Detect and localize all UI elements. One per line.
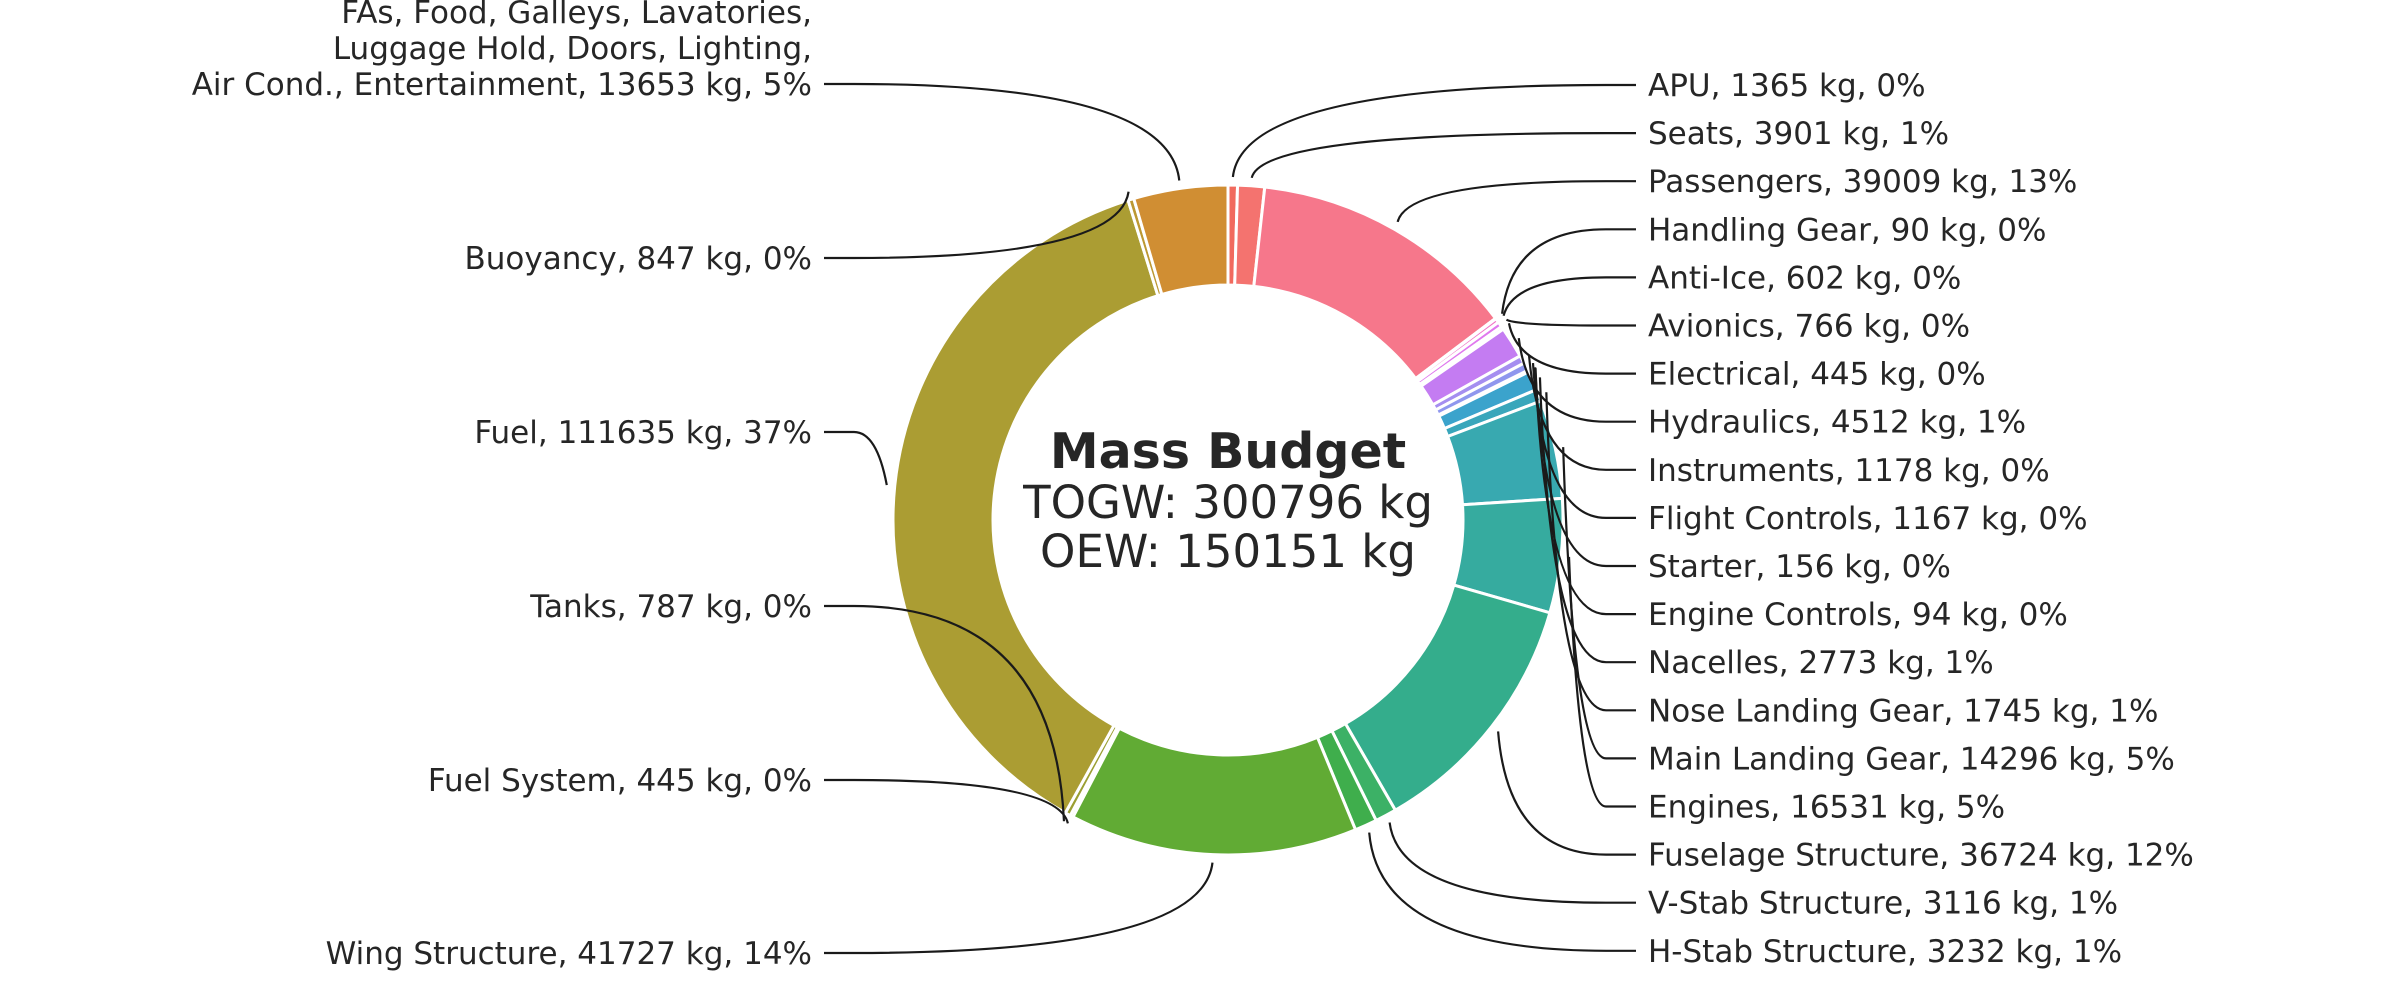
wedge-wing-structure [1070, 726, 1358, 857]
label-handling-gear: Handling Gear, 90 kg, 0% [1648, 212, 2046, 248]
label-line: Luggage Hold, Doors, Lighting, [333, 31, 812, 67]
label-passengers: Passengers, 39009 kg, 13% [1648, 164, 2077, 200]
label-engine-controls: Engine Controls, 94 kg, 0% [1648, 597, 2068, 633]
label-nose-landing-gear: Nose Landing Gear, 1745 kg, 1% [1648, 693, 2158, 729]
label-wing-structure: Wing Structure, 41727 kg, 14% [326, 936, 812, 972]
label-line: Fuselage Structure, 36724 kg, 12% [1648, 838, 2194, 874]
label-v-stab-structure: V-Stab Structure, 3116 kg, 1% [1648, 886, 2118, 922]
label-fuselage-structure: Fuselage Structure, 36724 kg, 12% [1648, 838, 2194, 874]
slice-labels: APU, 1365 kg, 0% Seats, 3901 kg, 1% Passen… [192, 0, 2194, 972]
label-anti-ice: Anti-Ice, 602 kg, 0% [1648, 260, 1961, 296]
leader-engines [1567, 556, 1636, 808]
donut-wedges [891, 183, 1565, 857]
label-line: Engine Controls, 94 kg, 0% [1648, 597, 2068, 633]
leader-instruments [1527, 355, 1636, 471]
leader-apu [1231, 83, 1636, 178]
label-apu: APU, 1365 kg, 0% [1648, 68, 1926, 104]
label-line: Seats, 3901 kg, 1% [1648, 116, 1949, 152]
togw-text: TOGW: 300796 kg [1022, 476, 1433, 529]
label-line: Nose Landing Gear, 1745 kg, 1% [1648, 693, 2158, 729]
wedge-fuel [891, 198, 1160, 815]
label-main-landing-gear: Main Landing Gear, 14296 kg, 5% [1648, 741, 2175, 777]
label-flight-controls: Flight Controls, 1167 kg, 0% [1648, 501, 2088, 537]
label-line: Hydraulics, 4512 kg, 1% [1648, 405, 2026, 441]
label-seats: Seats, 3901 kg, 1% [1648, 116, 1949, 152]
label-line: Nacelles, 2773 kg, 1% [1648, 645, 1994, 681]
leader-nose-landing-gear [1545, 392, 1636, 712]
label-line: Fuel, 111635 kg, 37% [474, 415, 812, 451]
label-fas-food-galleys-lavatories-luggage-hold: FAs, Food, Galleys, Lavatories, Luggage H… [192, 0, 812, 103]
label-line: Electrical, 445 kg, 0% [1648, 357, 1986, 393]
label-line: Engines, 16531 kg, 5% [1648, 790, 2005, 826]
label-avionics: Avionics, 766 kg, 0% [1648, 309, 1970, 345]
label-line: APU, 1365 kg, 0% [1648, 68, 1926, 104]
label-line: FAs, Food, Galleys, Lavatories, [341, 0, 812, 31]
label-hydraulics: Hydraulics, 4512 kg, 1% [1648, 405, 2026, 441]
oew-text: OEW: 150151 kg [1040, 525, 1416, 578]
wedge-fas-food-galleys-lavatories-luggage-hold [1131, 183, 1230, 297]
leader-lines [824, 82, 1636, 955]
label-line: V-Stab Structure, 3116 kg, 1% [1648, 886, 2118, 922]
leader-passengers [1396, 180, 1636, 223]
chart-title: Mass Budget [1050, 423, 1406, 480]
leader-handling-gear [1500, 228, 1636, 314]
label-line: Air Cond., Entertainment, 13653 kg, 5% [192, 67, 812, 103]
leader-buoyancy [824, 191, 1130, 260]
label-line: Instruments, 1178 kg, 0% [1648, 453, 2050, 489]
label-line: Starter, 156 kg, 0% [1648, 549, 1951, 585]
label-line: Tanks, 787 kg, 0% [529, 589, 812, 625]
leader-seats [1250, 132, 1636, 179]
label-line: Main Landing Gear, 14296 kg, 5% [1648, 741, 2175, 777]
label-nacelles: Nacelles, 2773 kg, 1% [1648, 645, 1994, 681]
leader-avionics [1505, 318, 1636, 327]
label-h-stab-structure: H-Stab Structure, 3232 kg, 1% [1648, 934, 2122, 970]
leader-engine-controls [1534, 368, 1636, 616]
label-line: Fuel System, 445 kg, 0% [428, 763, 812, 799]
label-line: Passengers, 39009 kg, 13% [1648, 164, 2077, 200]
label-engines: Engines, 16531 kg, 5% [1648, 790, 2005, 826]
label-line: Buoyancy, 847 kg, 0% [464, 241, 812, 277]
label-electrical: Electrical, 445 kg, 0% [1648, 357, 1986, 393]
label-instruments: Instruments, 1178 kg, 0% [1648, 453, 2050, 489]
label-fuel: Fuel, 111635 kg, 37% [474, 415, 812, 451]
leader-electrical [1507, 323, 1636, 375]
label-tanks: Tanks, 787 kg, 0% [529, 589, 812, 625]
center-text: Mass Budget TOGW: 300796 kg OEW: 150151 … [1022, 423, 1433, 578]
leader-tanks [824, 604, 1066, 822]
label-line: H-Stab Structure, 3232 kg, 1% [1648, 934, 2122, 970]
label-line: Anti-Ice, 602 kg, 0% [1648, 260, 1961, 296]
leader-anti-ice [1502, 276, 1636, 317]
leader-h-stab-structure [1368, 832, 1636, 952]
leader-fas-food-galleys-lavatories-luggage-hold [824, 82, 1181, 181]
leader-hydraulics [1517, 337, 1636, 423]
label-line: Handling Gear, 90 kg, 0% [1648, 212, 2046, 248]
leader-fuselage-structure [1497, 731, 1636, 856]
label-fuel-system: Fuel System, 445 kg, 0% [428, 763, 812, 799]
leader-fuel-system [824, 778, 1069, 824]
label-line: Wing Structure, 41727 kg, 14% [326, 936, 812, 972]
leader-wing-structure [824, 862, 1214, 955]
label-line: Flight Controls, 1167 kg, 0% [1648, 501, 2088, 537]
label-buoyancy: Buoyancy, 847 kg, 0% [464, 241, 812, 277]
leader-nacelles [1538, 377, 1636, 664]
label-line: Avionics, 766 kg, 0% [1648, 309, 1970, 345]
leader-main-landing-gear [1562, 447, 1636, 760]
label-starter: Starter, 156 kg, 0% [1648, 549, 1951, 585]
leader-v-stab-structure [1388, 822, 1636, 904]
leader-fuel [824, 430, 888, 486]
